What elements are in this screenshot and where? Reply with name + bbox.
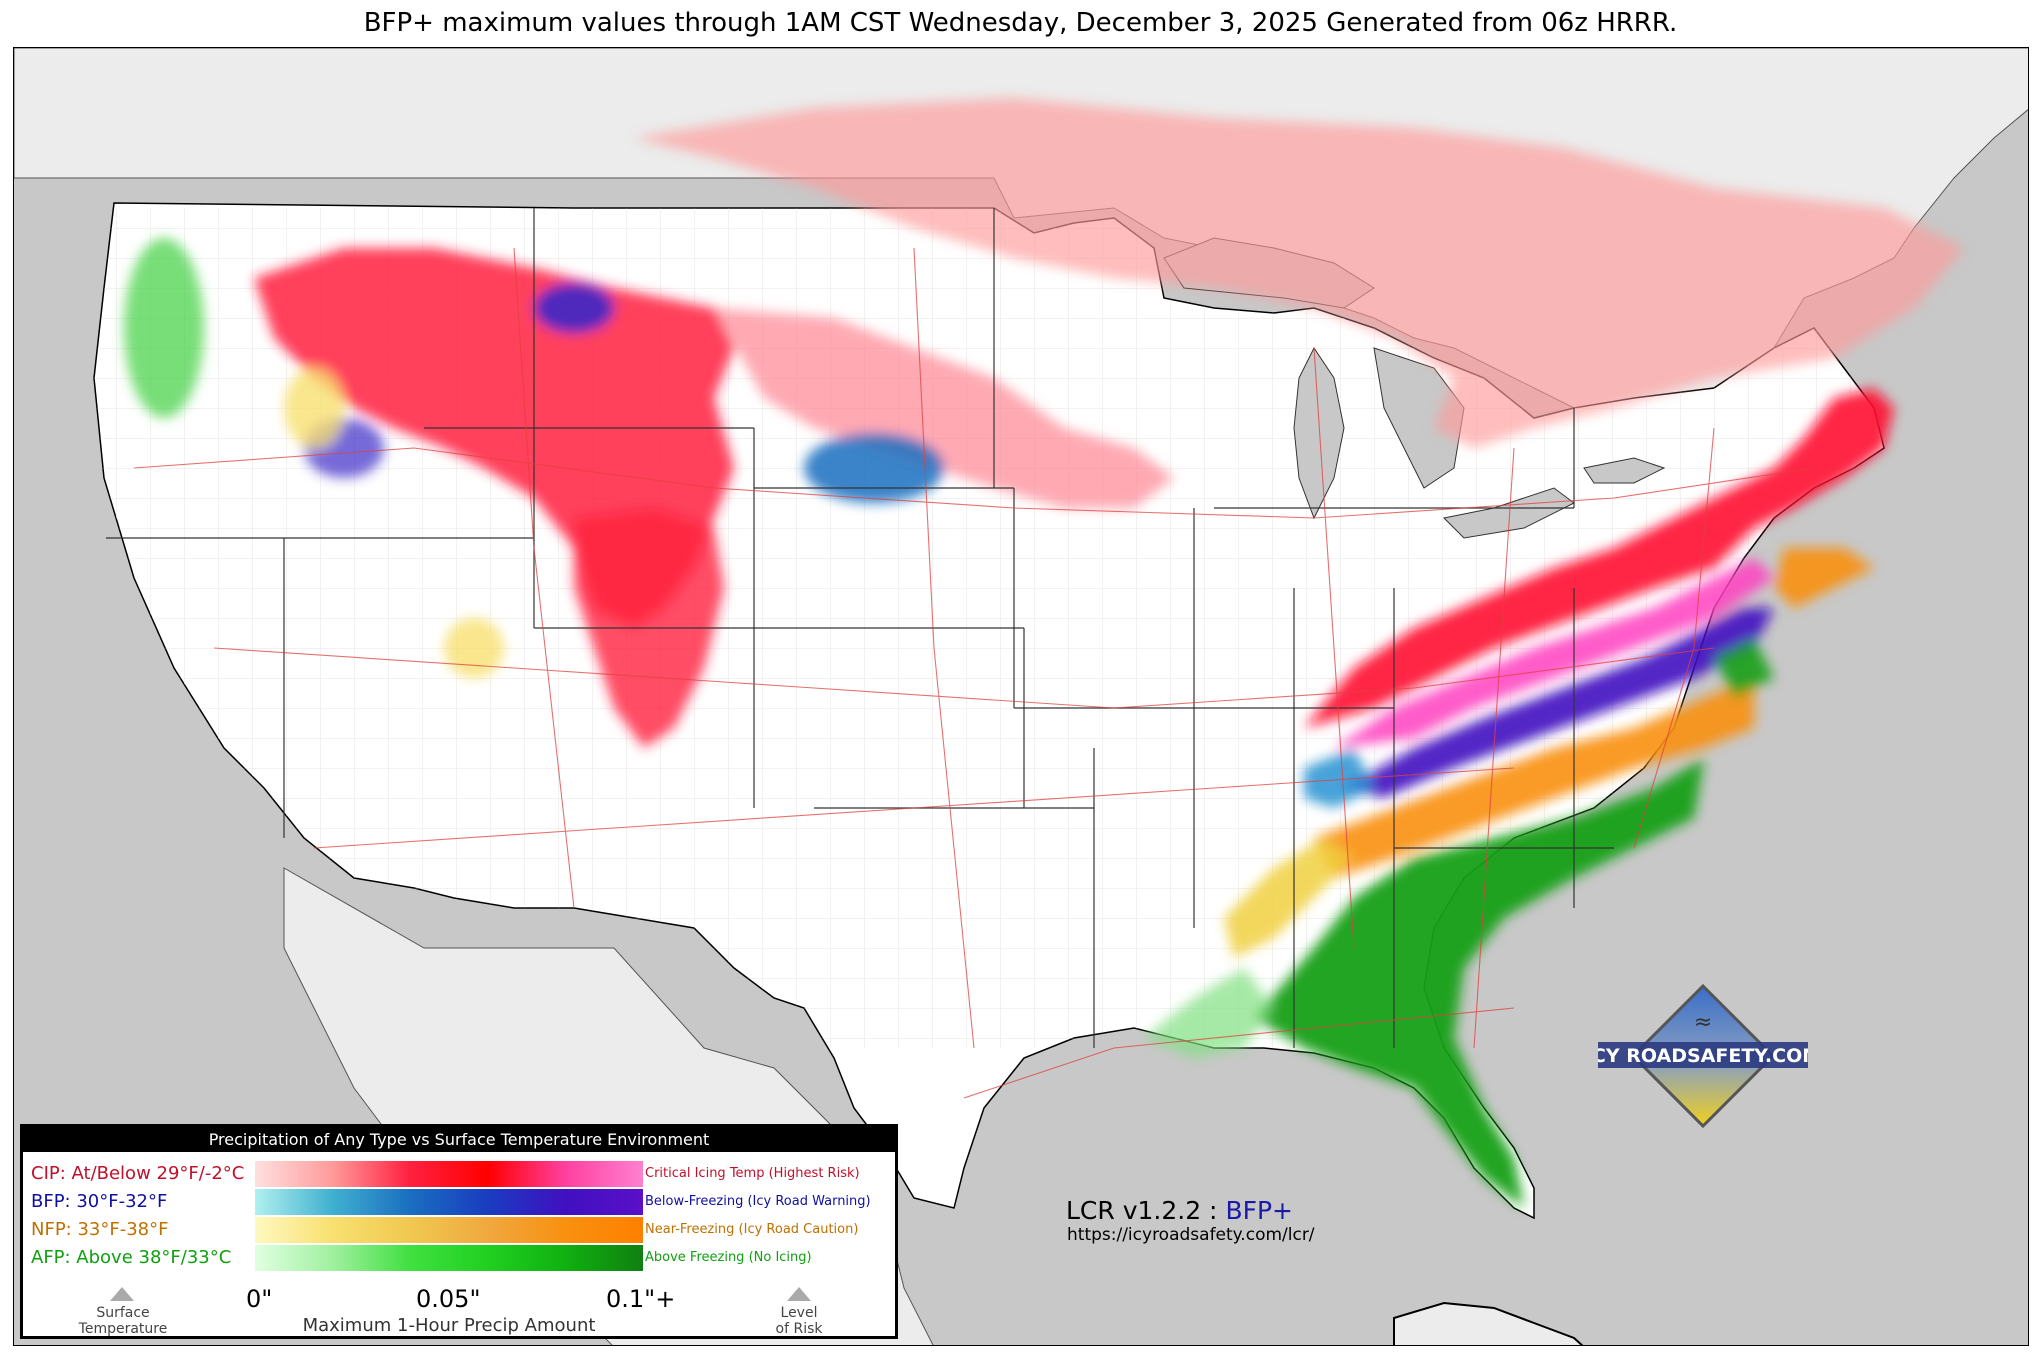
up-arrow-icon: [787, 1287, 811, 1301]
legend-bar-afp: [255, 1245, 643, 1271]
logo-text: ICY ROADSAFETY.COM: [1598, 1045, 1808, 1067]
map-frame: [13, 47, 2029, 1346]
legend-right-axis-line2: of Risk: [775, 1321, 823, 1337]
version-name: BFP+: [1225, 1196, 1293, 1225]
legend-left-axis: Surface Temperature: [53, 1305, 193, 1337]
legend-row-cip: CIP: At/Below 29°F/-2°C Critical Icing T…: [23, 1161, 895, 1188]
lake-huron: [1373, 347, 1465, 489]
bfp-montana: [534, 283, 614, 333]
map-canvas: [14, 48, 2028, 1345]
legend: Precipitation of Any Type vs Surface Tem…: [20, 1124, 898, 1339]
icyroadsafety-logo: ≈ ICY ROADSAFETY.COM: [1598, 984, 1808, 1129]
legend-label-afp: AFP: Above 38°F/33°C: [31, 1247, 232, 1268]
legend-bar-cip: [255, 1161, 643, 1187]
cip-pink: [1334, 558, 1774, 748]
legend-row-nfp: NFP: 33°F-38°F Near-Freezing (Icy Road C…: [23, 1217, 895, 1244]
legend-row-afp: AFP: Above 38°F/33°C Above Freezing (No …: [23, 1245, 895, 1272]
legend-desc-nfp: Near-Freezing (Icy Road Caution): [645, 1222, 859, 1237]
highways: [133, 247, 1815, 1099]
legend-header: Precipitation of Any Type vs Surface Tem…: [23, 1127, 895, 1152]
legend-right-axis-line1: Level: [780, 1305, 818, 1321]
cip-light-canada: [634, 98, 1964, 448]
legend-desc-cip: Critical Icing Temp (Highest Risk): [645, 1166, 860, 1181]
lake-ontario: [1583, 457, 1666, 484]
bfp-dakota: [804, 433, 944, 503]
up-arrow-icon: [110, 1287, 134, 1301]
legend-tick-2: 0.1"+: [606, 1285, 676, 1313]
legend-tick-1: 0.05": [416, 1285, 481, 1313]
cuba-land: [1393, 1301, 1584, 1345]
nfp-idaho: [284, 368, 344, 448]
legend-xlabel: Maximum 1-Hour Precip Amount: [302, 1315, 596, 1336]
bfp-east: [1344, 608, 1774, 798]
cip-plains-light: [714, 308, 1174, 508]
cip-east: [1304, 388, 1894, 728]
legend-bar-bfp: [255, 1189, 643, 1215]
legend-label-nfp: NFP: 33°F-38°F: [31, 1219, 169, 1240]
map-title: BFP+ maximum values through 1AM CST Wedn…: [363, 8, 1678, 38]
legend-desc-bfp: Below-Freezing (Icy Road Warning): [645, 1194, 871, 1209]
nfp-northeast-coast: [1774, 548, 1874, 608]
version-url[interactable]: https://icyroadsafety.com/lcr/: [1067, 1225, 1315, 1245]
afp-washington: [124, 238, 204, 418]
legend-label-cip: CIP: At/Below 29°F/-2°C: [31, 1163, 245, 1184]
legend-right-axis: Level of Risk: [749, 1305, 849, 1337]
legend-bar-nfp: [255, 1217, 643, 1243]
precip-overlay: [124, 98, 1964, 1208]
nfp-yellow: [1224, 838, 1354, 958]
nfp-utah: [444, 618, 504, 678]
state-borders: [106, 208, 1614, 1048]
nfp-east: [1314, 678, 1754, 878]
version-prefix: LCR v1.2.2 :: [1066, 1196, 1218, 1225]
legend-row-bfp: BFP: 30°F-32°F Below-Freezing (Icy Road …: [23, 1189, 895, 1216]
steam-icon: ≈: [1694, 1010, 1712, 1035]
afp-delmarva: [1714, 638, 1774, 698]
legend-left-axis-line2: Temperature: [78, 1321, 168, 1337]
version-label: LCR v1.2.2 : BFP+: [1066, 1196, 1293, 1225]
legend-label-bfp: BFP: 30°F-32°F: [31, 1191, 168, 1212]
legend-tick-0: 0": [246, 1285, 273, 1313]
legend-left-axis-line1: Surface: [96, 1305, 150, 1321]
legend-desc-afp: Above Freezing (No Icing): [645, 1250, 812, 1265]
bfp-ohio-blue: [1304, 748, 1374, 808]
